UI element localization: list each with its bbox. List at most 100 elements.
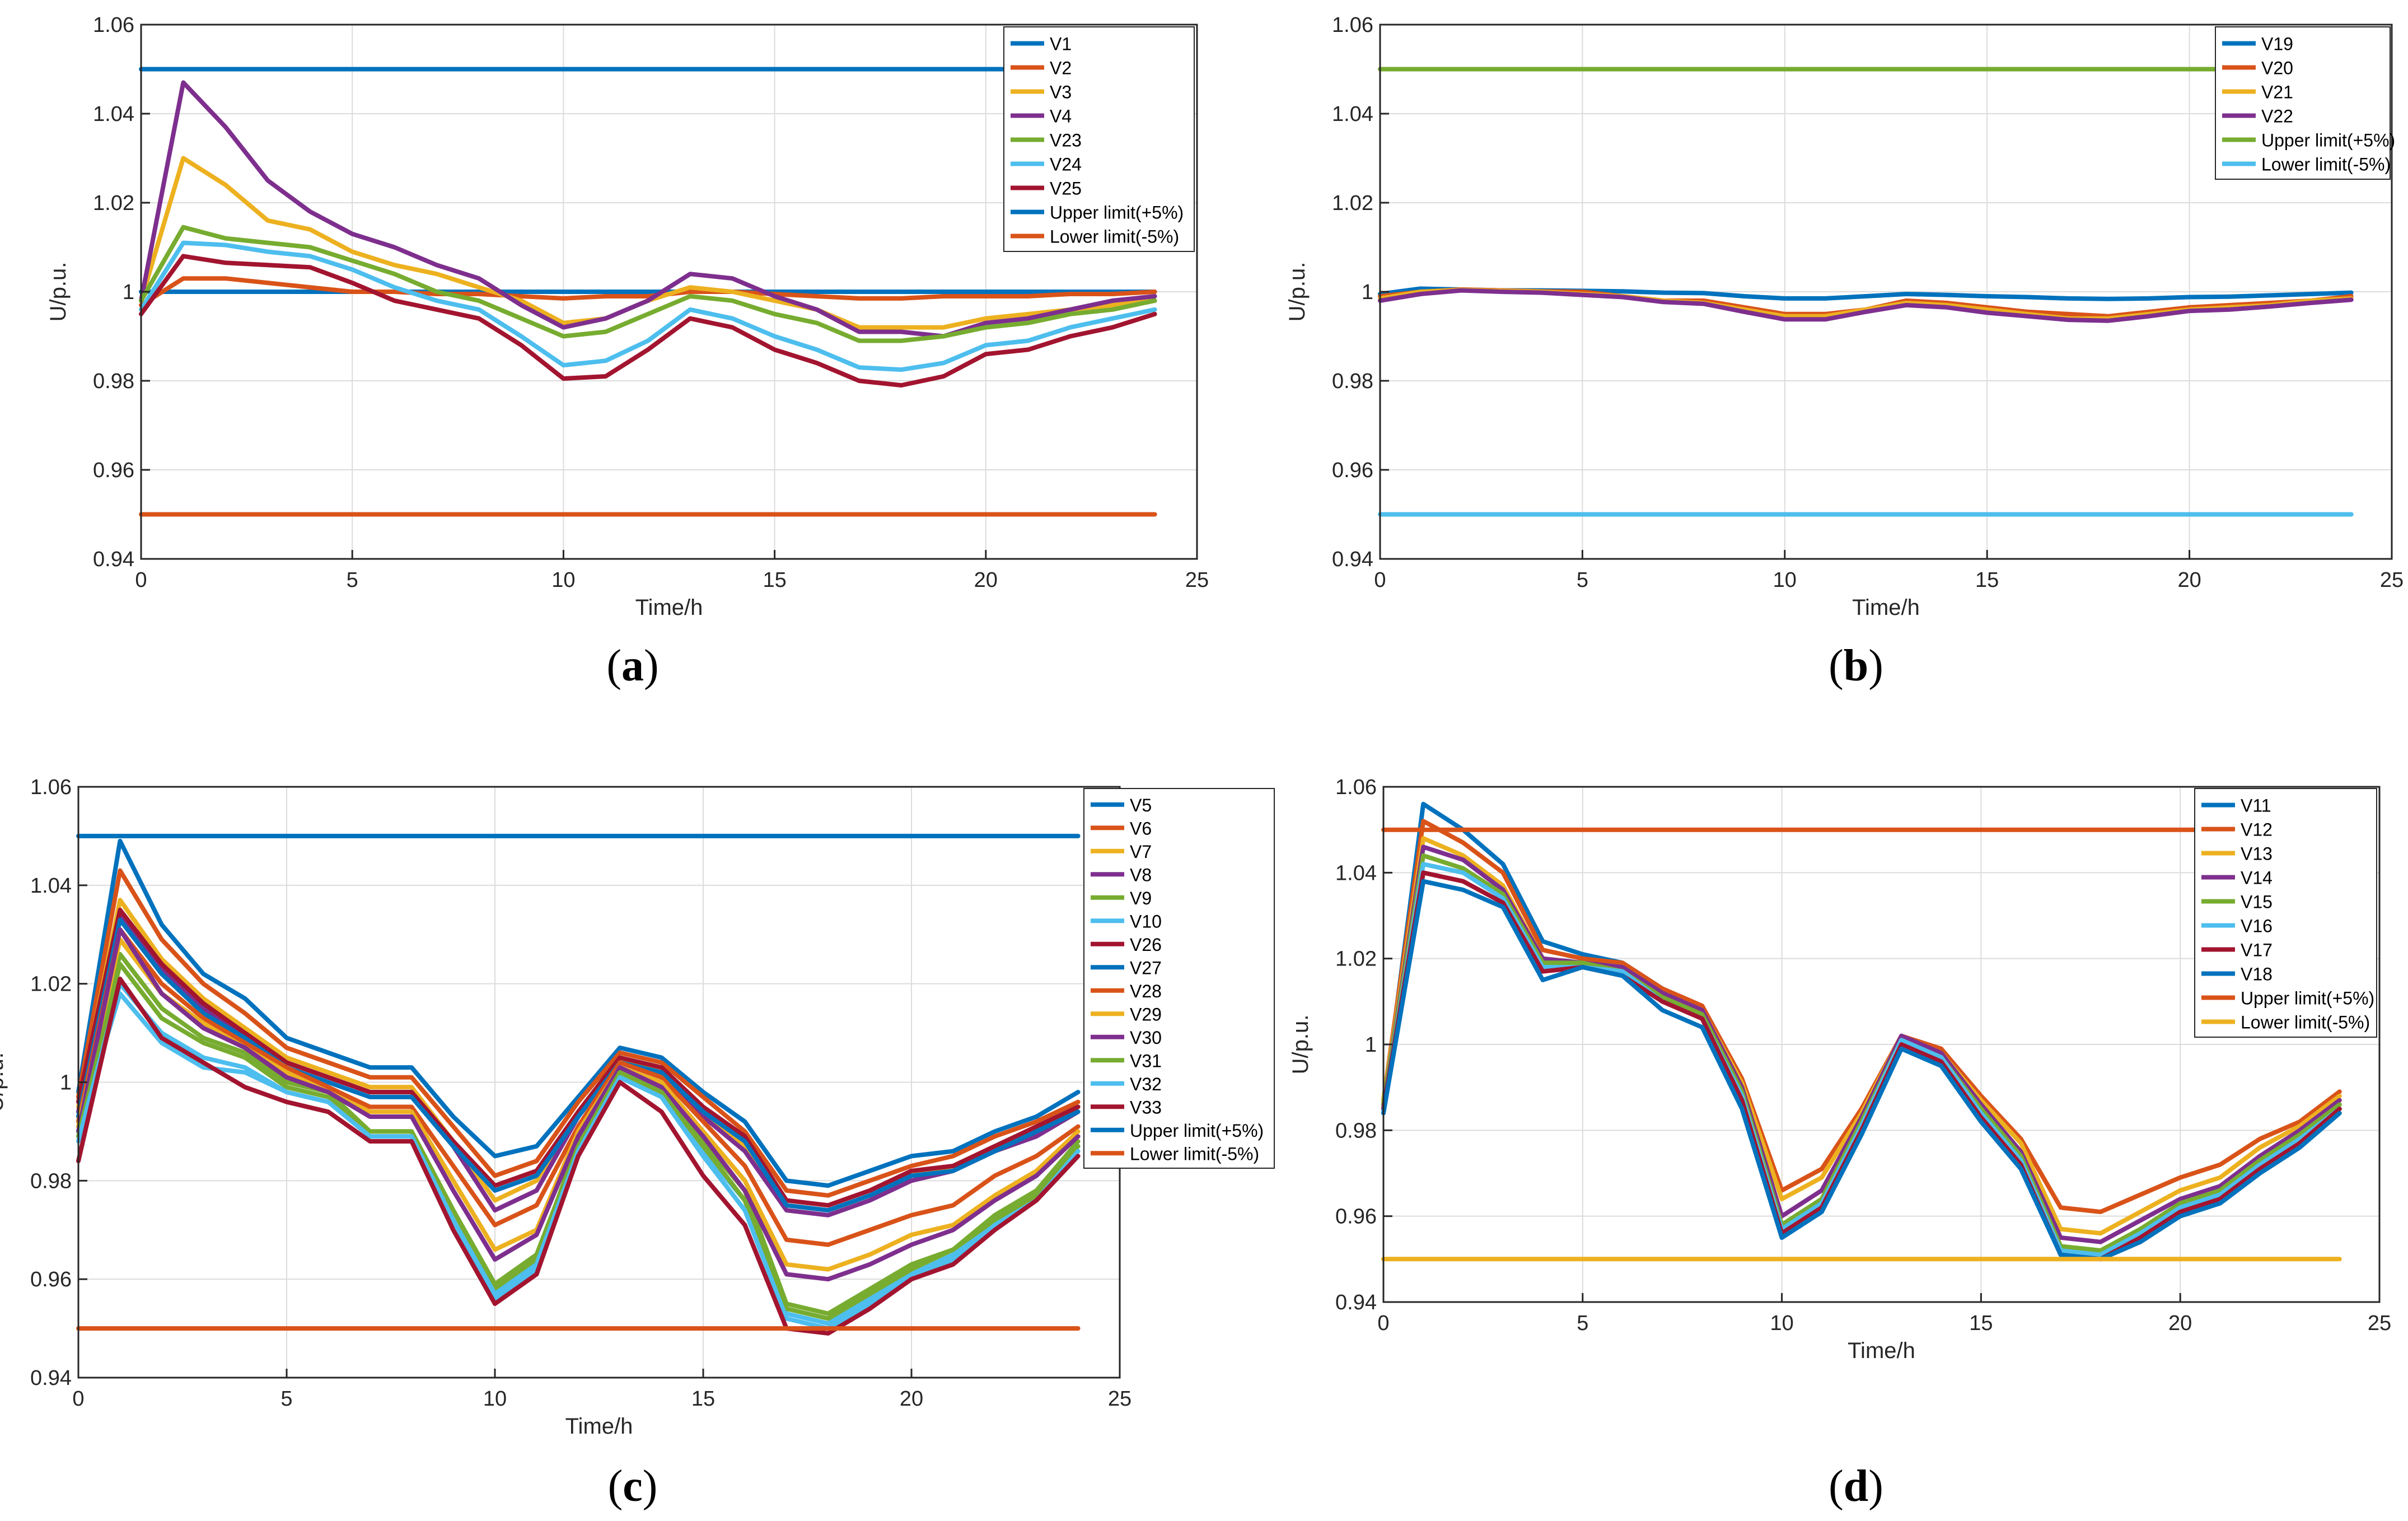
panel-c-series-11 <box>76 962 1081 1321</box>
panel-d-caption: (d) <box>1829 1462 1883 1511</box>
panel-a-ytick-label-1: 0.96 <box>93 459 134 482</box>
panel-d-xtick-label-0: 0 <box>1377 1312 1389 1335</box>
panel-d-xlabel: Time/h <box>1848 1338 1915 1363</box>
panel-c-ytick-label-6: 1.06 <box>30 776 72 799</box>
panel-c-series-13 <box>76 976 1081 1336</box>
panel-d-legend-label-2: V13 <box>2241 844 2273 864</box>
panel-b-xlabel: Time/h <box>1852 595 1920 620</box>
panel-a-legend-label-5: V24 <box>1050 155 1082 175</box>
panel-c-legend-label-10: V30 <box>1130 1028 1162 1048</box>
panel-a-xtick-label-5: 25 <box>1185 568 1209 592</box>
panel-d-legend-label-9: Lower limit(-5%) <box>2241 1013 2370 1033</box>
panel-d-xtick-label-3: 15 <box>1969 1312 1993 1335</box>
panel-c-ytick-label-3: 1 <box>60 1071 72 1095</box>
panel-c-legend-label-8: V28 <box>1130 981 1162 1001</box>
panel-d-ytick-label-1: 0.96 <box>1335 1205 1377 1229</box>
panel-c-ytick-label-2: 0.98 <box>30 1169 72 1193</box>
panel-c-series-10 <box>76 927 1081 1282</box>
panel-d-legend-label-4: V15 <box>2241 892 2273 912</box>
panel-c-ytick-label-5: 1.04 <box>30 874 72 898</box>
panel-b-series-3 <box>1378 288 2354 323</box>
panel-a-legend-label-7: Upper limit(+5%) <box>1050 203 1184 223</box>
panel-d-legend-label-1: V12 <box>2241 820 2273 840</box>
panel-a-legend-label-8: Lower limit(-5%) <box>1050 227 1179 247</box>
panel-d-ytick-label-3: 1 <box>1365 1033 1377 1057</box>
panel-d-series-7 <box>1381 879 2342 1262</box>
panel-d-legend-label-7: V18 <box>2241 964 2273 985</box>
panel-c-legend-label-12: V32 <box>1130 1074 1162 1094</box>
panel-b-legend-label-4: Upper limit(+5%) <box>2261 130 2395 151</box>
panel-c-legend-label-3: V8 <box>1130 865 1152 885</box>
panel-c-legend-label-9: V29 <box>1130 1004 1162 1024</box>
panel-c-legend-label-2: V7 <box>1130 842 1152 862</box>
panel-a-series-4 <box>139 225 1157 343</box>
panel-b-legend-label-1: V20 <box>2261 58 2293 78</box>
panel-a-caption: (a) <box>606 641 658 690</box>
panel-c-ylabel: U/p.u. <box>0 1052 8 1112</box>
panel-c-xtick-label-3: 15 <box>691 1387 715 1411</box>
panel-c-legend-label-1: V6 <box>1130 818 1152 838</box>
panel-a-ytick-label-5: 1.04 <box>93 102 134 126</box>
panel-b-xtick-label-3: 15 <box>1975 568 1999 592</box>
panel-b-ytick-label-2: 0.98 <box>1332 370 1373 393</box>
panel-b-ytick-label-3: 1 <box>1362 281 1373 304</box>
panel-d-ytick-label-0: 0.94 <box>1335 1291 1377 1314</box>
panel-b-legend-label-0: V19 <box>2261 34 2293 54</box>
panel-c-series-0 <box>76 838 1081 1188</box>
panel-c-ytick-label-1: 0.96 <box>30 1268 72 1291</box>
panel-c: (c) 0 5 10 15 20 25 0.94 0.96 0.98 1 1.02 1.04 1.06 T… <box>0 776 1275 1511</box>
panel-c-xtick-label-1: 5 <box>280 1387 292 1411</box>
panel-d-xtick-label-4: 20 <box>2168 1312 2192 1335</box>
panel-c-xtick-label-2: 10 <box>483 1387 507 1411</box>
panel-b-legend-label-3: V22 <box>2261 106 2293 127</box>
panel-b: (b) 0 5 10 15 20 25 0.94 0.96 0.98 1 1.02 1.04 1.06 T… <box>1285 13 2404 690</box>
panel-d-xtick-label-2: 10 <box>1770 1312 1793 1335</box>
panel-c-legend-label-4: V9 <box>1130 888 1152 908</box>
panel-a-legend-label-2: V3 <box>1050 82 1072 102</box>
panel-d-ylabel: U/p.u. <box>1288 1015 1313 1075</box>
panel-d-xtick-label-5: 25 <box>2368 1312 2391 1335</box>
panel-d-ytick-label-5: 1.04 <box>1335 861 1377 885</box>
panel-d-legend-label-5: V16 <box>2241 916 2273 936</box>
panel-a-ytick-label-4: 1.02 <box>93 192 134 215</box>
panel-d-ytick-label-6: 1.06 <box>1335 776 1377 799</box>
panel-c-legend-label-14: Upper limit(+5%) <box>1130 1121 1264 1141</box>
panel-a-legend-label-3: V4 <box>1050 106 1072 127</box>
panel-b-xtick-label-5: 25 <box>2380 568 2404 592</box>
panel-b-ytick-label-5: 1.04 <box>1332 102 1373 126</box>
panel-c-xlabel: Time/h <box>565 1414 633 1439</box>
panel-b-ytick-label-4: 1.02 <box>1332 192 1373 215</box>
panel-b-xtick-label-4: 20 <box>2177 568 2201 592</box>
panel-d-ytick-label-4: 1.02 <box>1335 948 1377 971</box>
panel-b-caption: (b) <box>1829 641 1883 690</box>
panel-b-ylabel: U/p.u. <box>1285 262 1310 322</box>
panel-c-legend-label-6: V26 <box>1130 935 1162 955</box>
panel-c-series-6 <box>76 907 1081 1208</box>
panel-a-series-5 <box>139 240 1157 372</box>
panel-d-xtick-label-1: 5 <box>1577 1312 1588 1335</box>
panel-b-legend-box <box>2215 26 2391 180</box>
panel-b-legend-label-5: Lower limit(-5%) <box>2261 155 2391 175</box>
panel-c-legend-label-7: V27 <box>1130 958 1162 978</box>
panel-b-xtick-label-1: 5 <box>1577 568 1588 592</box>
panel-a-ylabel: U/p.u. <box>46 262 71 322</box>
panel-a-xlabel: Time/h <box>635 595 703 620</box>
panel-a-xtick-label-1: 5 <box>347 568 358 592</box>
panel-d-legend-label-8: Upper limit(+5%) <box>2241 988 2374 1009</box>
panel-c-ytick-label-4: 1.02 <box>30 973 72 996</box>
panel-b-xtick-label-2: 10 <box>1773 568 1797 592</box>
panel-a-xtick-label-2: 10 <box>551 568 575 592</box>
panel-d-legend-label-0: V11 <box>2241 796 2271 816</box>
panel-d: (d) 0 5 10 15 20 25 0.94 0.96 0.98 1 1.02 1.04 1.06 T… <box>1288 776 2391 1511</box>
panel-a-series-3 <box>139 80 1157 339</box>
panel-d-ytick-label-2: 0.98 <box>1335 1119 1377 1142</box>
panel-c-caption: (c) <box>608 1462 658 1511</box>
panel-c-xtick-label-5: 25 <box>1108 1387 1131 1411</box>
panel-a-legend-label-1: V2 <box>1050 58 1072 78</box>
panel-c-legend-label-0: V5 <box>1130 795 1152 815</box>
panel-c-legend-label-15: Lower limit(-5%) <box>1130 1144 1259 1164</box>
panel-c-legend-label-11: V31 <box>1130 1051 1162 1071</box>
panel-c-xtick-label-0: 0 <box>72 1387 84 1411</box>
panel-a-ytick-label-0: 0.94 <box>93 548 134 571</box>
